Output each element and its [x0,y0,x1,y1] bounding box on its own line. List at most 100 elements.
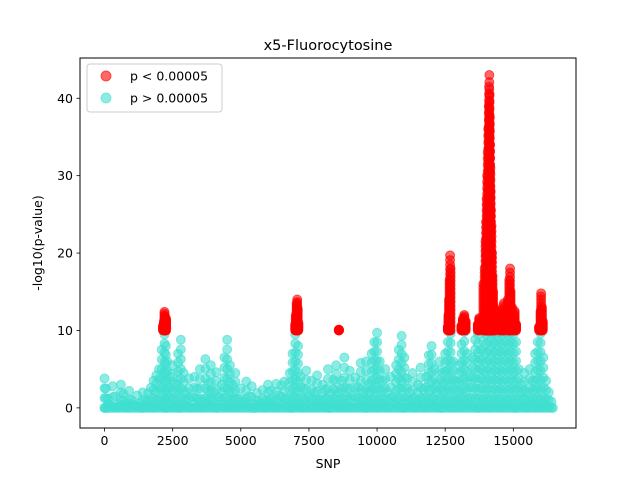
series-significant [158,70,548,336]
data-point [293,340,304,351]
data-point [535,337,546,348]
y-tick-label: 10 [57,323,73,338]
data-point [537,316,548,327]
data-point [511,355,522,366]
data-point [396,339,407,350]
data-point [107,381,118,392]
data-point [374,356,385,367]
data-point [396,330,407,341]
data-point [460,316,471,327]
x-axis: 0 2500 5000 7500 10000 12500 15000 [101,428,533,448]
data-point [211,367,222,378]
legend: p < 0.00005 p > 0.00005 [86,63,223,113]
data-point [331,360,342,371]
data-point [224,360,235,371]
data-point [459,336,470,347]
data-point [124,385,135,396]
data-point [536,302,547,313]
x-tick-label: 0 [101,433,109,448]
data-point [293,358,304,369]
data-point [511,337,522,348]
y-tick-label: 40 [57,91,73,106]
data-point [485,186,496,197]
data-point [509,306,520,317]
data-point [505,286,516,297]
data-point [115,379,126,390]
data-point [505,263,516,274]
data-point [426,340,437,351]
data-point [445,337,456,348]
x-tick-label: 15000 [493,433,533,448]
legend-marker-significant [100,70,112,82]
data-point [538,362,549,373]
data-point [99,373,110,384]
data-point [293,317,304,328]
series-nonsignificant [99,327,558,413]
data-point [246,381,257,392]
data-point [488,286,499,297]
x-axis-label: SNP [316,456,341,471]
x-tick-label: 2500 [157,433,189,448]
data-point [372,327,383,338]
data-point [484,70,495,81]
points-layer [99,70,558,413]
data-point [372,337,383,348]
data-point [160,340,171,351]
data-point [485,205,496,216]
legend-box [86,63,223,113]
data-point [205,360,216,371]
data-point [312,370,323,381]
data-point [487,248,498,259]
data-point [486,220,497,231]
data-point [222,334,233,345]
data-point [293,349,304,360]
data-point [484,112,495,123]
x-tick-label: 7500 [293,433,325,448]
data-point [487,271,498,282]
data-point [426,349,437,360]
x-tick-label: 10000 [357,433,397,448]
y-axis: 0 10 20 30 40 [57,91,80,415]
y-axis-label: -log10(p-value) [30,195,45,290]
data-point [415,362,426,373]
data-point [541,375,552,386]
legend-marker-nonsignificant [100,92,112,104]
data-point [538,352,549,363]
y-tick-label: 20 [57,246,73,261]
data-point [445,263,456,274]
data-point [161,313,172,324]
data-point [339,352,350,363]
data-point [230,368,241,379]
data-point [301,365,312,376]
plot-frame [79,57,577,429]
chart-title: x5-Fluorocytosine [264,38,393,54]
data-point [175,334,186,345]
data-point [292,303,303,314]
data-point [485,139,496,150]
data-point [485,162,496,173]
data-point [445,347,456,358]
y-tick-label: 30 [57,168,73,183]
data-point [399,362,410,373]
data-point [200,354,211,365]
data-point [543,387,554,398]
data-point [546,396,557,407]
data-point [372,346,383,357]
data-point [175,344,186,355]
data-point [407,368,418,379]
data-point [333,324,344,335]
data-point [511,319,522,330]
data-point [511,346,522,357]
data-point [323,364,333,375]
data-point [399,352,410,363]
data-point [484,89,495,100]
data-point [344,365,355,376]
data-point [536,288,547,299]
data-point [445,250,456,261]
x-tick-label: 12500 [425,433,465,448]
data-point [222,344,233,355]
y-tick-label: 0 [65,400,73,415]
legend-label-nonsignificant: p > 0.00005 [130,91,208,106]
data-point [175,354,186,365]
